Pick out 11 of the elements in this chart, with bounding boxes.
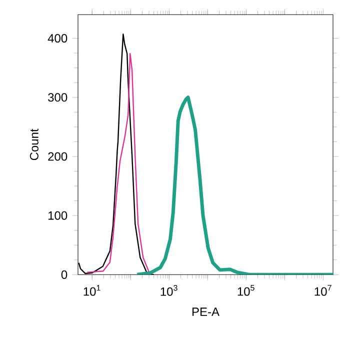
- y-tick-label: 0: [61, 270, 68, 279]
- x-tick-label: 10$^{1}$: [84, 285, 100, 296]
- y-tick-label: 200: [48, 152, 68, 161]
- y-axis-title: Count: [30, 128, 38, 160]
- x-tick-label: 10$^{5}$: [238, 285, 254, 296]
- y-tick-label: 400: [48, 34, 68, 43]
- y-tick-label: 300: [48, 93, 68, 102]
- y-tick-label: 100: [48, 211, 68, 220]
- x-tick-label: 10$^{3}$: [160, 285, 178, 296]
- x-axis-title: PE-A: [192, 308, 220, 316]
- x-tick-label: 10$^{7}$: [314, 285, 332, 296]
